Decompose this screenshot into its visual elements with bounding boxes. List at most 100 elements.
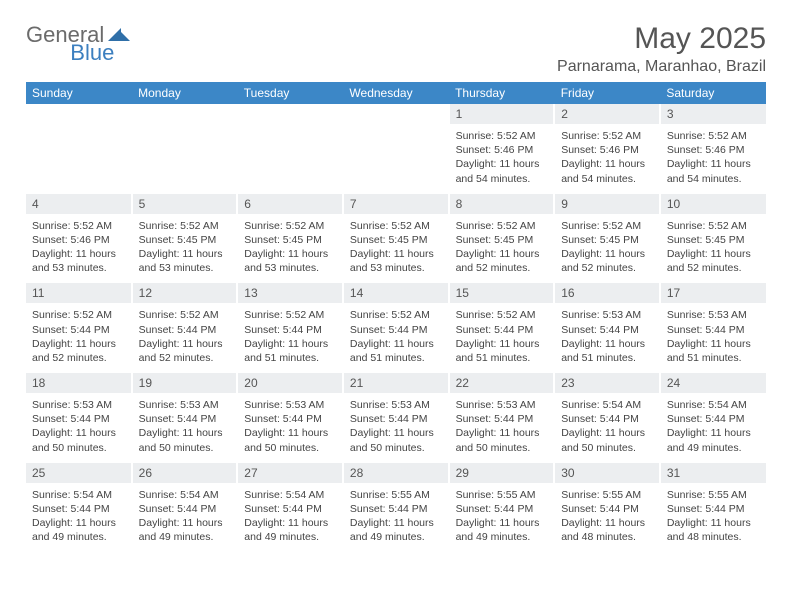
sunset-text: Sunset: 5:44 PM [244, 412, 336, 426]
day-number-cell: 26 [132, 462, 238, 484]
sunrise-text: Sunrise: 5:52 AM [139, 219, 231, 233]
weekday-header: Tuesday [237, 82, 343, 104]
sunset-text: Sunset: 5:44 PM [667, 412, 760, 426]
day-number-cell: 27 [237, 462, 343, 484]
sunrise-text: Sunrise: 5:55 AM [561, 488, 653, 502]
day-detail-cell [26, 125, 132, 193]
sunrise-text: Sunrise: 5:53 AM [456, 398, 548, 412]
sunrise-text: Sunrise: 5:52 AM [456, 219, 548, 233]
day-number-cell: 8 [449, 193, 555, 215]
daylight-text: Daylight: 11 hours and 51 minutes. [244, 337, 336, 365]
calendar-table: SundayMondayTuesdayWednesdayThursdayFrid… [26, 82, 766, 552]
day-number-cell: 20 [237, 372, 343, 394]
day-number-cell: 24 [660, 372, 766, 394]
day-detail-row: Sunrise: 5:52 AMSunset: 5:44 PMDaylight:… [26, 304, 766, 372]
daylight-text: Daylight: 11 hours and 52 minutes. [456, 247, 548, 275]
sunset-text: Sunset: 5:44 PM [350, 412, 442, 426]
day-number-row: 123 [26, 104, 766, 125]
weekday-header: Wednesday [343, 82, 449, 104]
day-detail-row: Sunrise: 5:53 AMSunset: 5:44 PMDaylight:… [26, 394, 766, 462]
daylight-text: Daylight: 11 hours and 48 minutes. [561, 516, 653, 544]
location: Parnarama, Maranhao, Brazil [557, 58, 766, 76]
day-number-cell: 29 [449, 462, 555, 484]
day-detail-row: Sunrise: 5:52 AMSunset: 5:46 PMDaylight:… [26, 215, 766, 283]
day-number-cell: 4 [26, 193, 132, 215]
daylight-text: Daylight: 11 hours and 54 minutes. [561, 157, 653, 185]
sunset-text: Sunset: 5:45 PM [139, 233, 231, 247]
sunset-text: Sunset: 5:44 PM [139, 502, 231, 516]
sunset-text: Sunset: 5:45 PM [561, 233, 653, 247]
day-number-cell: 19 [132, 372, 238, 394]
day-detail-row: Sunrise: 5:52 AMSunset: 5:46 PMDaylight:… [26, 125, 766, 193]
day-detail-cell: Sunrise: 5:52 AMSunset: 5:44 PMDaylight:… [343, 304, 449, 372]
sunrise-text: Sunrise: 5:52 AM [139, 308, 231, 322]
sunset-text: Sunset: 5:46 PM [561, 143, 653, 157]
daylight-text: Daylight: 11 hours and 49 minutes. [350, 516, 442, 544]
daylight-text: Daylight: 11 hours and 50 minutes. [244, 426, 336, 454]
daylight-text: Daylight: 11 hours and 52 minutes. [139, 337, 231, 365]
day-number-cell: 15 [449, 282, 555, 304]
sunrise-text: Sunrise: 5:53 AM [139, 398, 231, 412]
day-detail-cell: Sunrise: 5:54 AMSunset: 5:44 PMDaylight:… [237, 484, 343, 552]
sunset-text: Sunset: 5:44 PM [244, 502, 336, 516]
sunrise-text: Sunrise: 5:53 AM [561, 308, 653, 322]
day-detail-cell: Sunrise: 5:52 AMSunset: 5:46 PMDaylight:… [660, 125, 766, 193]
daylight-text: Daylight: 11 hours and 53 minutes. [139, 247, 231, 275]
day-number-cell: 2 [554, 104, 660, 125]
sunset-text: Sunset: 5:44 PM [456, 502, 548, 516]
weekday-header: Sunday [26, 82, 132, 104]
day-detail-cell: Sunrise: 5:53 AMSunset: 5:44 PMDaylight:… [554, 304, 660, 372]
sunrise-text: Sunrise: 5:52 AM [244, 219, 336, 233]
day-detail-cell: Sunrise: 5:53 AMSunset: 5:44 PMDaylight:… [449, 394, 555, 462]
day-number-cell: 10 [660, 193, 766, 215]
daylight-text: Daylight: 11 hours and 54 minutes. [667, 157, 760, 185]
sunset-text: Sunset: 5:44 PM [667, 323, 760, 337]
day-number-cell: 23 [554, 372, 660, 394]
day-number-row: 18192021222324 [26, 372, 766, 394]
sunrise-text: Sunrise: 5:55 AM [350, 488, 442, 502]
sunset-text: Sunset: 5:44 PM [561, 323, 653, 337]
day-detail-cell: Sunrise: 5:54 AMSunset: 5:44 PMDaylight:… [660, 394, 766, 462]
sunrise-text: Sunrise: 5:54 AM [561, 398, 653, 412]
sunset-text: Sunset: 5:44 PM [667, 502, 760, 516]
daylight-text: Daylight: 11 hours and 49 minutes. [456, 516, 548, 544]
sunset-text: Sunset: 5:44 PM [456, 323, 548, 337]
day-number-row: 25262728293031 [26, 462, 766, 484]
daylight-text: Daylight: 11 hours and 48 minutes. [667, 516, 760, 544]
day-number-cell: 30 [554, 462, 660, 484]
sunset-text: Sunset: 5:44 PM [456, 412, 548, 426]
daylight-text: Daylight: 11 hours and 49 minutes. [244, 516, 336, 544]
sunset-text: Sunset: 5:44 PM [350, 502, 442, 516]
day-number-row: 45678910 [26, 193, 766, 215]
sunset-text: Sunset: 5:46 PM [456, 143, 548, 157]
daylight-text: Daylight: 11 hours and 51 minutes. [561, 337, 653, 365]
day-detail-cell: Sunrise: 5:52 AMSunset: 5:44 PMDaylight:… [449, 304, 555, 372]
day-detail-cell: Sunrise: 5:52 AMSunset: 5:46 PMDaylight:… [554, 125, 660, 193]
day-detail-row: Sunrise: 5:54 AMSunset: 5:44 PMDaylight:… [26, 484, 766, 552]
sunset-text: Sunset: 5:44 PM [32, 412, 125, 426]
month-title: May 2025 [557, 22, 766, 56]
day-number-cell: 28 [343, 462, 449, 484]
day-detail-cell: Sunrise: 5:52 AMSunset: 5:45 PMDaylight:… [554, 215, 660, 283]
sunset-text: Sunset: 5:45 PM [350, 233, 442, 247]
day-detail-cell: Sunrise: 5:52 AMSunset: 5:45 PMDaylight:… [449, 215, 555, 283]
day-number-cell: 22 [449, 372, 555, 394]
day-number-cell: 12 [132, 282, 238, 304]
day-detail-cell: Sunrise: 5:55 AMSunset: 5:44 PMDaylight:… [554, 484, 660, 552]
daylight-text: Daylight: 11 hours and 53 minutes. [244, 247, 336, 275]
daylight-text: Daylight: 11 hours and 49 minutes. [667, 426, 760, 454]
sunrise-text: Sunrise: 5:52 AM [350, 308, 442, 322]
day-number-cell: 3 [660, 104, 766, 125]
sunset-text: Sunset: 5:44 PM [32, 323, 125, 337]
day-detail-cell: Sunrise: 5:52 AMSunset: 5:45 PMDaylight:… [343, 215, 449, 283]
day-number-cell: 1 [449, 104, 555, 125]
day-number-cell [237, 104, 343, 125]
sunrise-text: Sunrise: 5:55 AM [456, 488, 548, 502]
logo-text-blue: Blue [70, 40, 114, 66]
day-number-row: 11121314151617 [26, 282, 766, 304]
sunrise-text: Sunrise: 5:53 AM [350, 398, 442, 412]
sunrise-text: Sunrise: 5:52 AM [32, 219, 125, 233]
weekday-header: Monday [132, 82, 238, 104]
sunset-text: Sunset: 5:45 PM [456, 233, 548, 247]
sunset-text: Sunset: 5:46 PM [667, 143, 760, 157]
